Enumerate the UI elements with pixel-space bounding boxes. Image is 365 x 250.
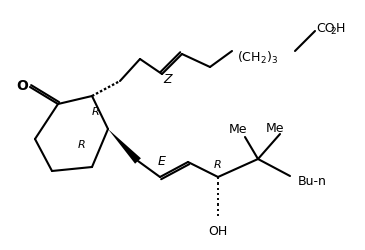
- Polygon shape: [108, 130, 141, 164]
- Text: Bu-n: Bu-n: [298, 175, 327, 188]
- Text: CO: CO: [316, 22, 335, 34]
- Text: O: O: [16, 79, 28, 93]
- Text: R: R: [214, 159, 222, 169]
- Text: Me: Me: [266, 121, 284, 134]
- Text: (CH$_2$)$_3$: (CH$_2$)$_3$: [237, 50, 278, 66]
- Text: Z: Z: [164, 73, 172, 86]
- Text: E: E: [158, 155, 166, 168]
- Text: OH: OH: [208, 224, 228, 237]
- Text: 2: 2: [330, 26, 336, 35]
- Text: R: R: [92, 106, 100, 117]
- Text: Me: Me: [229, 123, 247, 136]
- Text: R: R: [78, 140, 86, 149]
- Text: H: H: [336, 22, 345, 34]
